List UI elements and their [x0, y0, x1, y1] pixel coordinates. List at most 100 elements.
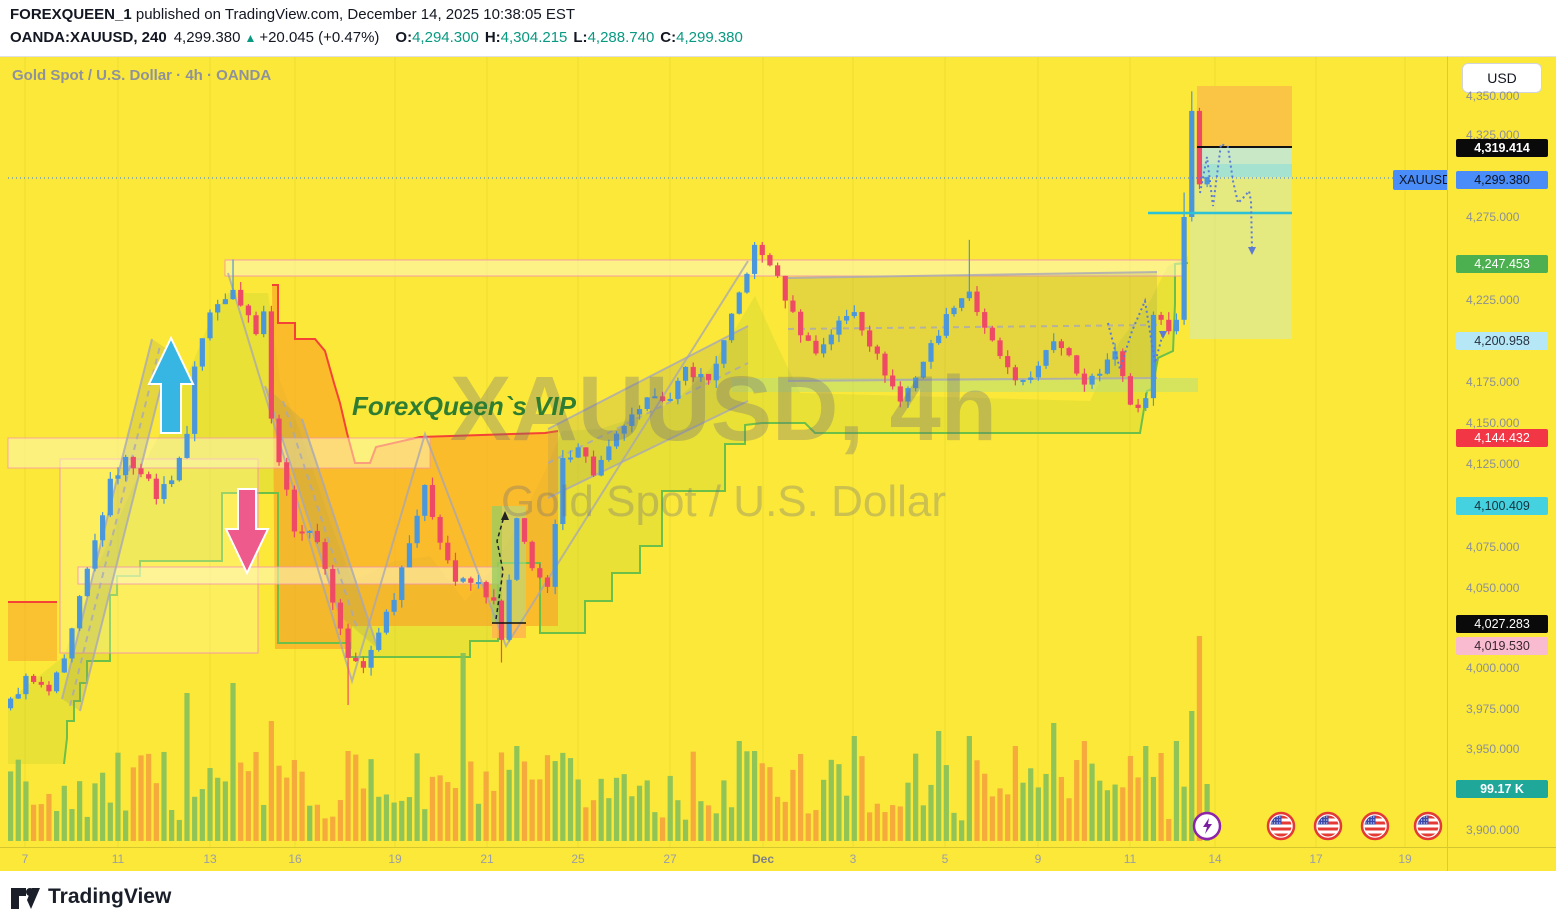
candle-up [123, 456, 129, 476]
volume-bar [844, 795, 850, 841]
us-flag-event-icon[interactable] [1360, 811, 1390, 841]
volume-bar [1181, 786, 1187, 841]
projection-main-path[interactable] [1199, 142, 1253, 250]
entry-dashed-arrow[interactable] [495, 512, 506, 620]
candle-down [659, 396, 666, 401]
channel-line[interactable] [787, 271, 1158, 279]
volume-bar [468, 761, 474, 841]
volume-bar [46, 793, 52, 841]
volume-bar [31, 804, 37, 841]
candle-down [1081, 373, 1087, 385]
tradingview-brand[interactable]: TradingView [48, 885, 172, 908]
ohlc-value: 4,299.380 [676, 29, 743, 46]
candle-down [782, 275, 788, 301]
channel-line[interactable] [69, 345, 161, 707]
candle-up [844, 316, 850, 321]
candle-up [836, 320, 842, 335]
candle-down [989, 327, 995, 341]
price-axis[interactable]: USD 4,350.000 4,325.000 4,275.000 4,225.000… [1447, 56, 1556, 848]
candle-up [652, 396, 658, 399]
projection-box-zone[interactable] [1190, 148, 1292, 339]
candle-down [805, 335, 811, 341]
zigzag-pattern-line[interactable] [227, 260, 749, 685]
ohlc-value: 4,304.215 [500, 29, 568, 46]
us-flag-event-icon[interactable] [1313, 811, 1343, 841]
volume-bar [184, 693, 190, 841]
volume-bar [1020, 782, 1026, 841]
candle-up [100, 515, 106, 541]
time-tick-label: 19 [1398, 852, 1412, 866]
us-flag-event-icon[interactable] [1266, 811, 1296, 841]
time-axis[interactable]: 7 11 13 16 19 21 25 27 Dec 3 5 9 11 14 17 19 [0, 847, 1447, 872]
drawings-layer[interactable] [8, 142, 1447, 624]
last-price: 4,299.380 [173, 29, 241, 46]
ohlc-value: 4,294.300 [412, 29, 479, 46]
volume-bar [414, 753, 420, 841]
candle-down [790, 300, 796, 312]
sell-arrow-down-icon[interactable] [224, 488, 270, 576]
candle-up [828, 334, 834, 345]
candle-down [345, 628, 351, 658]
volume-bar [176, 819, 182, 841]
channel-line[interactable] [79, 350, 171, 712]
time-tick-label: 5 [941, 852, 949, 866]
volume-bar [583, 807, 589, 841]
economic-event-icon[interactable] [1192, 811, 1222, 841]
supply-box-zone[interactable] [1197, 86, 1292, 146]
candle-up [575, 447, 581, 458]
projection-small-path-arrowhead [1159, 331, 1167, 339]
volume-bar [307, 805, 313, 841]
trendline-layer[interactable] [61, 260, 1158, 712]
tradingview-logo-icon[interactable] [10, 885, 44, 912]
candle-up [621, 425, 627, 434]
event-icons-layer[interactable] [1192, 811, 1443, 841]
candle-up [161, 484, 167, 500]
chart-canvas[interactable] [0, 57, 1447, 848]
channel-line[interactable] [61, 338, 153, 700]
candle-up [1173, 319, 1180, 332]
volume-bar [437, 775, 443, 841]
us-flag-event-icon[interactable] [1413, 811, 1443, 841]
long-pos-edge-zone[interactable] [492, 506, 502, 623]
candle-up [215, 304, 221, 313]
volume-bar [130, 767, 136, 841]
candle-down [130, 456, 136, 469]
channel-line[interactable] [547, 400, 749, 499]
price-axis-pill: 4,027.283 [1456, 615, 1548, 633]
volume-bar [544, 755, 551, 841]
candle-up [728, 313, 735, 341]
volume-bar [1081, 741, 1087, 841]
buy-arrow-up-icon[interactable] [147, 335, 195, 434]
channel-line[interactable] [282, 400, 359, 632]
volume-bar [1097, 780, 1103, 841]
sr-zone-low-zone[interactable] [77, 566, 501, 585]
candle-down [537, 568, 543, 578]
candle-up [475, 582, 482, 585]
volume-bar [613, 777, 620, 841]
volume-bar [123, 810, 129, 841]
channel-line[interactable] [547, 362, 749, 464]
sr-zone-mid-zone[interactable] [7, 437, 431, 469]
snapshot-footer: TradingView [0, 871, 1556, 922]
candle-down [38, 681, 44, 685]
candle-down [775, 265, 781, 276]
volume-bar [360, 788, 367, 841]
currency-toggle-button[interactable]: USD [1462, 63, 1542, 93]
volume-bar [514, 746, 520, 841]
volume-bar [399, 800, 405, 841]
volume-bar [867, 812, 873, 841]
volume-bar [1143, 746, 1149, 841]
candle-down [590, 456, 597, 476]
volume-bar [621, 774, 627, 841]
left-orange-demand-box-zone[interactable] [8, 602, 57, 661]
channel-line[interactable] [301, 418, 379, 650]
candle-down [284, 462, 290, 490]
chart-area[interactable]: Gold Spot / U.S. Dollar · 4h · OANDA XAU… [0, 56, 1457, 848]
channel-line[interactable] [787, 377, 1158, 382]
volume-bar [1066, 798, 1072, 841]
channel-line[interactable] [547, 325, 749, 430]
candle-up [460, 578, 466, 582]
candle-down [1012, 367, 1018, 381]
volume-bar [682, 819, 689, 841]
